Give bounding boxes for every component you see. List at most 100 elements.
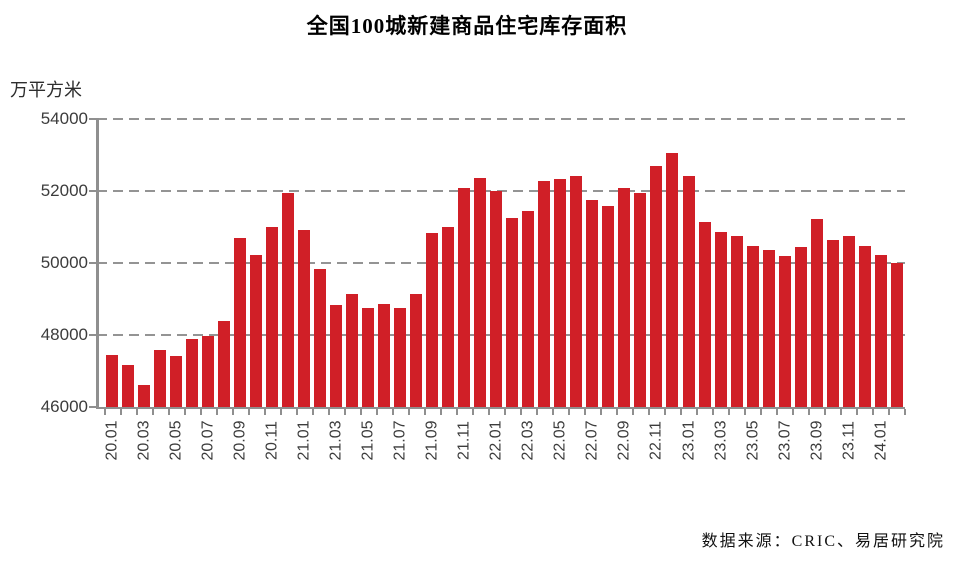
gridline-54000 xyxy=(97,118,905,120)
x-axis-tick xyxy=(135,409,138,415)
bar-22.10 xyxy=(634,193,647,407)
x-axis-tick-label: 22.11 xyxy=(647,421,665,460)
bar-23.05 xyxy=(746,246,759,407)
x-axis-tick-label: 23.07 xyxy=(776,420,794,461)
x-axis-tick xyxy=(343,409,346,415)
bar-20.03 xyxy=(138,385,151,407)
chart-title: 全国100城新建商品住宅库存面积 xyxy=(306,14,628,38)
bar-22.02 xyxy=(506,217,519,407)
bar-22.09 xyxy=(618,187,631,407)
x-axis-tick xyxy=(327,409,330,415)
bar-22.12 xyxy=(666,153,679,407)
x-axis-tick xyxy=(856,409,859,415)
x-axis-tick xyxy=(103,409,106,415)
x-axis-tick xyxy=(279,409,282,415)
x-axis-tick-label: 20.03 xyxy=(135,420,153,461)
x-axis-tick-label: 23.01 xyxy=(680,420,697,461)
bar-21.01 xyxy=(298,229,311,407)
x-axis-tick xyxy=(359,409,362,415)
x-axis-tick-label: 21.01 xyxy=(295,420,313,461)
bar-21.07 xyxy=(394,308,407,407)
x-axis-tick xyxy=(471,409,474,415)
x-axis-tick-label: 20.01 xyxy=(103,420,121,461)
x-axis-tick-label: 21.11 xyxy=(455,421,473,460)
bar-20.11 xyxy=(266,227,279,407)
x-axis-tick xyxy=(808,409,811,415)
x-axis-tick xyxy=(583,409,586,415)
x-axis-tick xyxy=(776,409,779,415)
x-axis-tick xyxy=(744,409,747,415)
x-axis-tick xyxy=(599,409,602,415)
bar-21.10 xyxy=(442,226,455,407)
bar-20.05 xyxy=(170,355,183,407)
y-axis-tick xyxy=(89,262,96,264)
x-axis-tick-label: 21.05 xyxy=(359,420,377,461)
bar-22.05 xyxy=(554,179,567,407)
bar-23.01 xyxy=(682,176,695,407)
y-axis-tick xyxy=(89,118,96,120)
x-axis-tick xyxy=(311,409,314,415)
bar-23.07 xyxy=(778,255,791,407)
x-axis-tick xyxy=(247,409,250,415)
x-axis-tick xyxy=(760,409,763,415)
x-axis-tick xyxy=(663,409,666,415)
bar-20.12 xyxy=(282,193,295,407)
bar-20.08 xyxy=(218,320,231,407)
bar-23.09 xyxy=(810,219,823,407)
y-axis-tick-label: 50000 xyxy=(40,253,88,272)
x-axis-tick xyxy=(696,409,699,415)
x-axis-tick xyxy=(904,409,907,415)
bar-22.07 xyxy=(586,200,599,407)
bar-20.07 xyxy=(202,336,215,407)
x-axis-tick xyxy=(728,409,731,415)
bar-21.05 xyxy=(362,308,375,407)
y-axis-tick xyxy=(89,190,96,192)
y-axis-tick-label: 46000 xyxy=(40,397,88,416)
bar-24.02 xyxy=(890,263,903,407)
x-axis-tick-label: 22.09 xyxy=(615,420,633,461)
x-axis-tick xyxy=(167,409,170,415)
x-axis-tick-label: 22.03 xyxy=(519,420,537,461)
x-axis-tick-label: 23.03 xyxy=(712,420,730,461)
x-axis-tick xyxy=(263,409,266,415)
x-axis-tick-label: 22.07 xyxy=(583,420,601,461)
bar-20.01 xyxy=(106,355,118,407)
x-axis-tick xyxy=(439,409,442,415)
x-axis-tick-label: 22.01 xyxy=(487,420,505,461)
x-axis-tick-label: 22.05 xyxy=(551,420,569,461)
y-axis-unit-label: 万平方米 xyxy=(10,80,82,100)
x-axis-tick-label: 20.09 xyxy=(231,420,249,461)
bar-20.10 xyxy=(250,255,263,407)
bar-20.06 xyxy=(186,339,199,407)
x-axis-tick xyxy=(872,409,875,415)
bar-21.08 xyxy=(410,294,423,407)
x-axis-tick xyxy=(295,409,298,415)
bar-23.03 xyxy=(714,232,727,407)
x-axis-tick xyxy=(567,409,570,415)
x-axis-line xyxy=(96,407,905,409)
bar-22.03 xyxy=(522,210,535,407)
x-axis-tick-label: 21.09 xyxy=(423,420,441,461)
bar-21.03 xyxy=(330,304,343,407)
bar-21.09 xyxy=(426,233,439,407)
x-axis-tick xyxy=(824,409,827,415)
x-axis-tick-label: 21.07 xyxy=(391,420,409,461)
x-axis-tick-label: 23.11 xyxy=(840,421,858,460)
x-axis-tick xyxy=(423,409,426,415)
x-axis-tick xyxy=(792,409,795,415)
bar-23.08 xyxy=(794,247,807,407)
bar-21.12 xyxy=(474,177,487,407)
x-axis-tick xyxy=(840,409,843,415)
x-axis-tick-label: 23.09 xyxy=(808,420,826,461)
bar-22.06 xyxy=(570,175,583,407)
bar-21.11 xyxy=(458,188,471,407)
bar-23.02 xyxy=(698,221,711,407)
y-axis-line xyxy=(96,118,99,408)
bar-20.09 xyxy=(234,237,247,407)
x-axis-tick xyxy=(375,409,378,415)
x-axis-tick xyxy=(215,409,218,415)
bar-21.06 xyxy=(378,303,391,407)
x-axis-tick-label: 21.03 xyxy=(327,420,345,461)
y-axis-tick xyxy=(89,334,96,336)
